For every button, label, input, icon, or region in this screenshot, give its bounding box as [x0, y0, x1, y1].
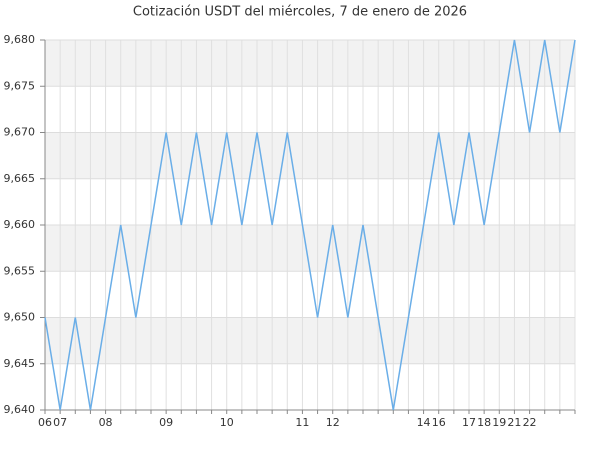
y-tick-label: 9,660 [4, 218, 36, 231]
y-tick-label: 9,655 [4, 264, 36, 277]
y-tick-label: 9,665 [4, 172, 36, 185]
y-tick-label: 9,675 [4, 79, 36, 92]
x-tick-label: 21 [507, 416, 521, 429]
chart-title: Cotización USDT del miércoles, 7 de ener… [133, 5, 467, 20]
line-series [44, 39, 576, 411]
x-tick-label: 09 [159, 416, 173, 429]
x-tick-label: 16 [432, 416, 446, 429]
x-tick-label: 06 [38, 416, 52, 429]
y-tick-label: 9,645 [4, 357, 36, 370]
grid-band [45, 317, 575, 364]
x-tick-label: 07 [53, 416, 67, 429]
x-tick-label: 12 [326, 416, 340, 429]
y-tick-label: 9,670 [4, 126, 36, 139]
x-tick-label: 19 [492, 416, 506, 429]
x-tick-label: 18 [477, 416, 491, 429]
grid-band [45, 225, 575, 272]
x-tick-label: 17 [462, 416, 476, 429]
y-tick-label: 9,650 [4, 311, 36, 324]
x-tick-label: 11 [295, 416, 309, 429]
x-tick-label: 14 [417, 416, 431, 429]
x-tick-label: 10 [220, 416, 234, 429]
x-tick-label: 22 [523, 416, 537, 429]
x-tick-label: 08 [99, 416, 113, 429]
grid-band [45, 40, 575, 87]
y-tick-label: 9,640 [4, 403, 36, 416]
grid-band [45, 132, 575, 179]
y-tick-label: 9,680 [4, 33, 36, 46]
